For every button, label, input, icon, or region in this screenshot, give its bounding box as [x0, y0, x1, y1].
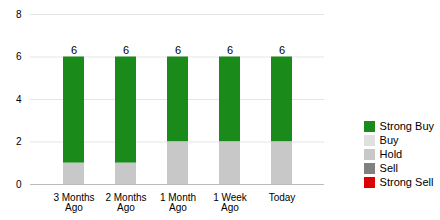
html-text:Sell: Sell — [379, 162, 398, 174]
svg-text:1 WeekAgo: 1 WeekAgo — [213, 192, 248, 213]
svg-text:Today: Today — [269, 192, 296, 203]
html-text:Strong Buy: Strong Buy — [379, 120, 434, 132]
svg-text:2: 2 — [16, 136, 22, 147]
html-text:Hold: Hold — [379, 148, 403, 160]
svg-text:1 MonthAgo: 1 MonthAgo — [160, 192, 196, 213]
svg-text:2 MonthsAgo: 2 MonthsAgo — [105, 192, 146, 213]
svg-text:6: 6 — [123, 44, 129, 56]
svg-text:0: 0 — [16, 179, 22, 190]
html-text:Strong Sell: Strong Sell — [379, 176, 434, 188]
svg-text:6: 6 — [71, 44, 77, 56]
svg-text:4: 4 — [16, 94, 22, 105]
html-text:Buy: Buy — [379, 134, 399, 146]
svg-text:6: 6 — [227, 44, 233, 56]
svg-text:6: 6 — [175, 44, 181, 56]
svg-text:6: 6 — [16, 51, 22, 62]
svg-text:6: 6 — [279, 44, 285, 56]
svg-text:3 MonthsAgo: 3 MonthsAgo — [53, 192, 94, 213]
svg-text:8: 8 — [16, 9, 22, 20]
